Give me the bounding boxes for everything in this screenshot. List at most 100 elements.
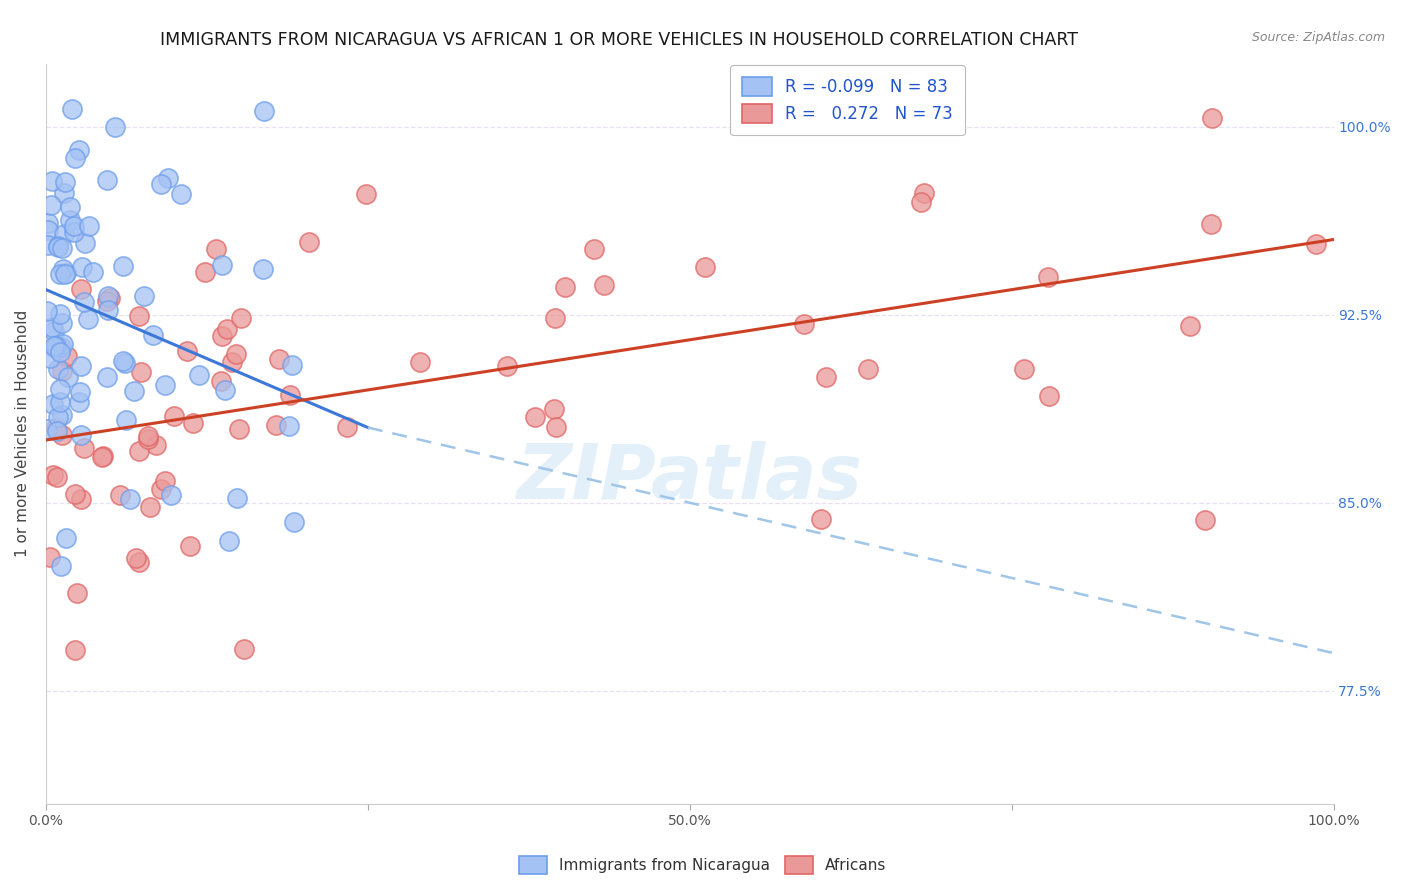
Point bbox=[59, 200, 82, 214]
Point bbox=[46, 239, 69, 253]
Text: ZIPatlas: ZIPatlas bbox=[517, 442, 863, 516]
Point bbox=[142, 328, 165, 343]
Point bbox=[44, 339, 66, 353]
Point bbox=[51, 408, 73, 422]
Point bbox=[170, 187, 193, 202]
Point bbox=[225, 347, 247, 361]
Point bbox=[62, 219, 84, 233]
Point bbox=[39, 198, 62, 212]
Point bbox=[52, 336, 75, 351]
Point bbox=[37, 222, 59, 236]
Point bbox=[96, 370, 118, 384]
Point bbox=[211, 259, 233, 273]
Point bbox=[96, 294, 118, 309]
Point bbox=[215, 322, 238, 336]
Point bbox=[38, 351, 60, 366]
Point bbox=[49, 395, 72, 409]
Point bbox=[46, 409, 69, 424]
Point bbox=[278, 388, 301, 402]
Point bbox=[82, 264, 104, 278]
Point bbox=[554, 280, 576, 294]
Point bbox=[77, 219, 100, 233]
Point bbox=[56, 349, 79, 363]
Point bbox=[209, 374, 232, 388]
Point bbox=[118, 491, 141, 506]
Point bbox=[45, 420, 67, 434]
Point bbox=[204, 242, 226, 256]
Point bbox=[49, 345, 72, 359]
Point bbox=[69, 384, 91, 399]
Point bbox=[856, 361, 879, 376]
Point bbox=[544, 311, 567, 326]
Point bbox=[97, 302, 120, 317]
Point bbox=[37, 237, 59, 252]
Point bbox=[52, 186, 75, 200]
Point bbox=[693, 260, 716, 274]
Point bbox=[129, 365, 152, 379]
Point bbox=[193, 264, 215, 278]
Point bbox=[70, 427, 93, 442]
Point bbox=[496, 359, 519, 373]
Point bbox=[226, 491, 249, 505]
Point bbox=[39, 549, 62, 564]
Point bbox=[91, 449, 114, 463]
Point bbox=[187, 368, 209, 382]
Point bbox=[51, 241, 73, 255]
Point bbox=[46, 425, 69, 439]
Point bbox=[283, 515, 305, 529]
Y-axis label: 1 or more Vehicles in Household: 1 or more Vehicles in Household bbox=[15, 310, 30, 558]
Point bbox=[41, 467, 63, 482]
Point bbox=[53, 175, 76, 189]
Point bbox=[73, 442, 96, 456]
Point bbox=[112, 353, 135, 368]
Point bbox=[792, 317, 814, 331]
Point bbox=[409, 355, 432, 369]
Point bbox=[214, 383, 236, 397]
Point bbox=[66, 586, 89, 600]
Point bbox=[41, 174, 63, 188]
Point bbox=[1194, 512, 1216, 526]
Point bbox=[114, 413, 136, 427]
Point bbox=[139, 500, 162, 515]
Point bbox=[1180, 318, 1202, 333]
Point bbox=[810, 511, 832, 525]
Point bbox=[124, 384, 146, 398]
Point bbox=[45, 339, 67, 353]
Point bbox=[298, 235, 321, 249]
Point bbox=[128, 555, 150, 569]
Point bbox=[77, 312, 100, 326]
Point bbox=[336, 420, 359, 434]
Point bbox=[1036, 269, 1059, 284]
Point bbox=[37, 216, 59, 230]
Point bbox=[69, 359, 91, 373]
Point bbox=[67, 395, 90, 409]
Point bbox=[128, 444, 150, 458]
Point bbox=[1012, 362, 1035, 376]
Point bbox=[1038, 389, 1060, 403]
Text: Source: ZipAtlas.com: Source: ZipAtlas.com bbox=[1251, 31, 1385, 45]
Point bbox=[59, 213, 82, 227]
Point bbox=[218, 534, 240, 549]
Point bbox=[229, 310, 252, 325]
Point bbox=[593, 277, 616, 292]
Point bbox=[150, 177, 173, 191]
Point bbox=[51, 316, 73, 330]
Point bbox=[1201, 111, 1223, 125]
Point bbox=[46, 470, 69, 484]
Point bbox=[67, 143, 90, 157]
Point bbox=[46, 362, 69, 376]
Point bbox=[53, 267, 76, 281]
Point bbox=[253, 104, 276, 119]
Point bbox=[228, 422, 250, 436]
Point bbox=[124, 551, 146, 566]
Point bbox=[1199, 217, 1222, 231]
Point bbox=[70, 260, 93, 274]
Point bbox=[544, 420, 567, 434]
Point bbox=[37, 422, 59, 436]
Point bbox=[153, 474, 176, 488]
Point bbox=[112, 259, 135, 273]
Point bbox=[48, 383, 70, 397]
Point bbox=[128, 309, 150, 323]
Point bbox=[108, 488, 131, 502]
Point bbox=[98, 291, 121, 305]
